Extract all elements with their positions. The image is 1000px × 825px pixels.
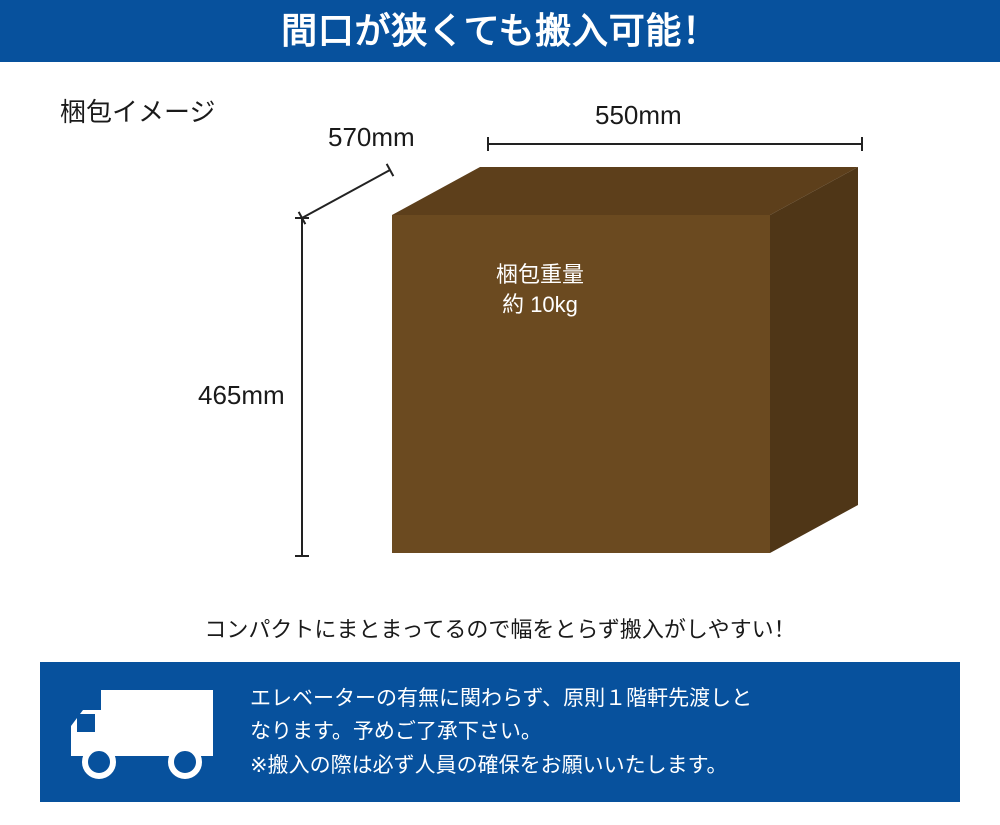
notice-line2: なります。予めご了承下さい。 bbox=[250, 720, 542, 743]
box-weight-line1: 梱包重量 bbox=[496, 262, 584, 287]
truck-svg bbox=[65, 682, 225, 782]
truck-icon bbox=[40, 682, 250, 782]
box-weight-line2: 約 10kg bbox=[502, 292, 578, 317]
diagram-caption: コンパクトにまとまってるので幅をとらず搬入がしやすい！ bbox=[0, 612, 1000, 644]
height-label: 465mm bbox=[198, 380, 285, 411]
delivery-notice-text: エレベーターの有無に関わらず、原則１階軒先渡しと なります。予めご了承下さい。 … bbox=[250, 682, 960, 783]
box-weight-label: 梱包重量 約 10kg bbox=[496, 260, 584, 319]
notice-line1: エレベーターの有無に関わらず、原則１階軒先渡しと bbox=[250, 687, 752, 710]
notice-line3: ※搬入の際は必ず人員の確保をお願いいたします。 bbox=[250, 754, 728, 777]
width-label: 550mm bbox=[595, 100, 682, 131]
delivery-notice-panel: エレベーターの有無に関わらず、原則１階軒先渡しと なります。予めご了承下さい。 … bbox=[40, 662, 960, 802]
package-diagram bbox=[0, 0, 1000, 660]
depth-label: 570mm bbox=[328, 122, 415, 153]
